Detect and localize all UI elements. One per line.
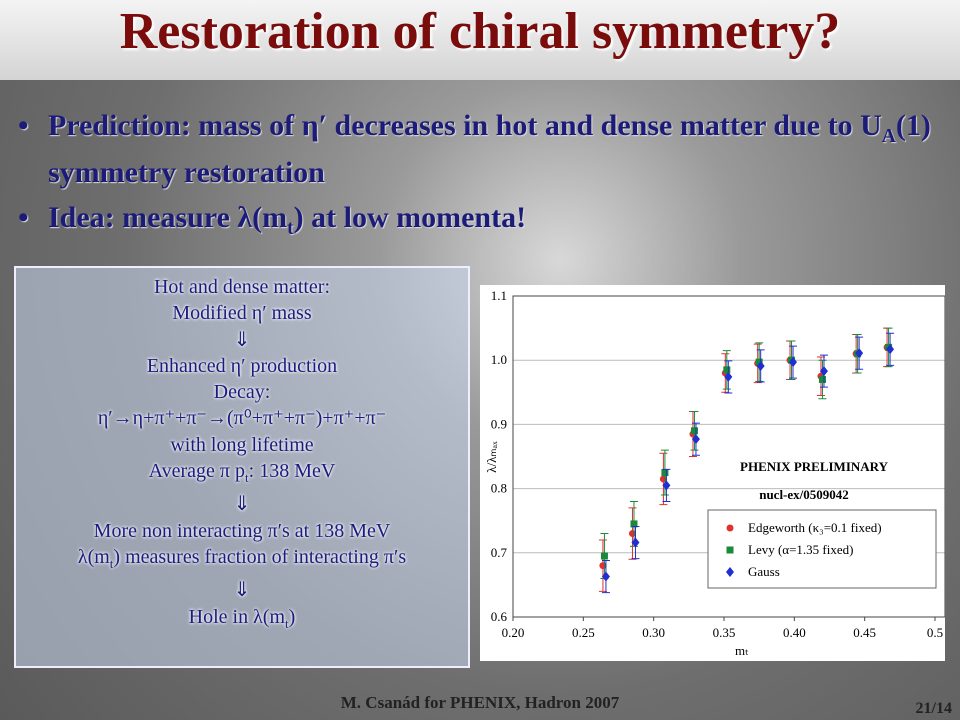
y-tick-label: 0.8 xyxy=(491,481,507,496)
text-run: ⇓ xyxy=(233,579,251,602)
text-run: Decay: xyxy=(213,381,271,404)
box-line: Hot and dense matter: xyxy=(16,274,468,300)
y-tick-label: 0.9 xyxy=(491,416,507,431)
plot-frame xyxy=(512,295,945,618)
box-line: with long lifetime xyxy=(16,432,468,458)
chart-background xyxy=(480,285,945,661)
box-line: Average π pt: 138 MeV xyxy=(16,458,468,491)
legend-box xyxy=(707,509,937,589)
slide-title: Restoration of chiral symmetry? xyxy=(119,3,841,60)
point xyxy=(690,427,698,435)
text-run: ⇓ xyxy=(233,328,251,351)
page-number: 21/14 xyxy=(915,700,952,717)
point xyxy=(599,562,607,570)
top-bar xyxy=(0,0,960,80)
point xyxy=(789,357,798,368)
y-tick-label: 0.6 xyxy=(491,609,508,624)
x-tick-label: 0.5 xyxy=(927,625,943,640)
point xyxy=(755,358,763,366)
box-line: Enhanced η′ production xyxy=(16,353,468,379)
point xyxy=(601,571,610,582)
point xyxy=(726,567,734,577)
x-tick-label: 0.45 xyxy=(853,625,876,640)
point xyxy=(691,434,700,445)
box-line: η′→η+π⁺+π⁻→(π⁰+π⁺+π⁻)+π⁺+π⁻ xyxy=(16,405,468,431)
legend-label: Edgeworth (κ₃=0.1 fixed) xyxy=(748,520,882,535)
y-axis-label: λ/λₘₐₓ xyxy=(484,441,499,473)
bullet: Prediction: mass of η′ decreases in hot … xyxy=(18,108,948,191)
text-run: ) xyxy=(288,605,296,628)
text-run: : 138 MeV xyxy=(248,460,336,483)
y-tick-label: 1.1 xyxy=(491,288,507,303)
point xyxy=(726,524,734,532)
y-tick-label: 0.7 xyxy=(491,545,508,560)
box-line: ⇓ xyxy=(16,327,468,353)
subscript: A xyxy=(881,126,896,147)
box-line: Decay: xyxy=(16,379,468,405)
point xyxy=(628,530,636,538)
subscript: t xyxy=(245,470,249,486)
point xyxy=(855,348,864,359)
text-run: with long lifetime xyxy=(170,433,314,456)
text-run: λ(m xyxy=(77,545,110,568)
text-run: η′→η+π⁺+π⁻→(π⁰+π⁺+π⁻)+π⁺+π⁻ xyxy=(97,407,387,430)
bullet: Idea: measure λ(mt) at low momenta! xyxy=(18,200,948,247)
subscript: t xyxy=(285,615,289,631)
point xyxy=(726,546,734,554)
footer: M. Csanád for PHENIX, Hadron 2007 xyxy=(340,693,620,712)
x-tick-label: 0.35 xyxy=(713,625,736,640)
point xyxy=(631,537,640,548)
box-line: λ(mt) measures fraction of interacting π… xyxy=(16,544,468,577)
text-run: Hot and dense matter: xyxy=(153,276,331,298)
annotation: nucl-ex/0509042 xyxy=(759,487,849,502)
text-run: Hole in λ(m xyxy=(188,605,286,628)
point xyxy=(661,469,669,477)
point xyxy=(723,366,731,374)
text-run: Modified η′ mass xyxy=(172,302,312,325)
text-run: Idea: measure λ(m xyxy=(48,201,288,234)
subscript: t xyxy=(109,555,114,571)
text-run: Enhanced η′ production xyxy=(146,354,338,377)
x-tick-label: 0.40 xyxy=(783,625,806,640)
point xyxy=(819,366,828,377)
box-line: ⇓ xyxy=(16,491,468,517)
x-tick-label: 0.30 xyxy=(642,625,665,640)
text-run: ) at low momenta! xyxy=(293,201,527,234)
point xyxy=(724,371,733,382)
box-line: ⇓ xyxy=(16,577,468,603)
text-run: (1) symmetry restoration xyxy=(48,109,931,189)
box-line: Hole in λ(mt) xyxy=(16,604,468,637)
annotation: PHENIX PRELIMINARY xyxy=(740,459,889,474)
point xyxy=(600,552,608,560)
chart: 0.6 0.7 0.8 0.9 1.0 1.1 0.20 0.25 0.30 0.35 0.40 0.… xyxy=(480,285,945,661)
text-run: ) measures fraction of interacting π′s xyxy=(113,545,407,568)
text-run: Average π p xyxy=(148,460,246,483)
box-line: More non interacting π′s at 138 MeV xyxy=(16,518,468,544)
y-tick-label: 1.0 xyxy=(491,352,507,367)
text-run: ⇓ xyxy=(233,493,251,516)
text-run: Prediction: mass of η′ decreases in hot … xyxy=(48,109,882,142)
box-line: Modified η′ mass xyxy=(16,300,468,326)
x-tick-label: 0.20 xyxy=(502,625,525,640)
point xyxy=(886,344,895,355)
subscript: t xyxy=(287,218,294,239)
legend-label: Levy (α=1.35 fixed) xyxy=(748,542,853,557)
x-tick-label: 0.25 xyxy=(572,625,595,640)
legend-label: Gauss xyxy=(748,564,780,579)
point xyxy=(662,480,671,491)
x-axis-label: mₜ xyxy=(735,643,749,658)
point xyxy=(756,360,765,371)
text-box: Hot and dense matter: Modified η′ mass ⇓ En… xyxy=(14,266,470,668)
point xyxy=(818,375,826,383)
point xyxy=(630,520,638,528)
text-run: More non interacting π′s at 138 MeV xyxy=(93,519,391,542)
